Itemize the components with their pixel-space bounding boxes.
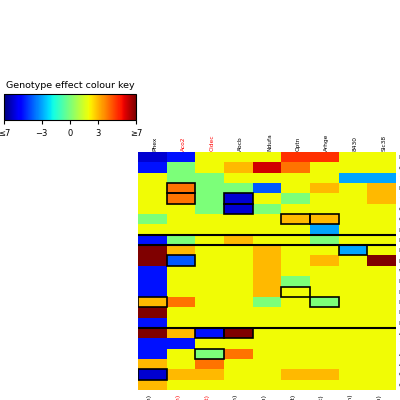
- Bar: [167, 193, 195, 204]
- Bar: [167, 183, 195, 193]
- Bar: [138, 369, 167, 380]
- Bar: [138, 297, 167, 307]
- Title: Genotype effect colour key: Genotype effect colour key: [6, 82, 134, 90]
- Bar: [224, 193, 253, 204]
- Bar: [224, 328, 253, 338]
- Bar: [167, 256, 195, 266]
- Bar: [281, 286, 310, 297]
- Bar: [281, 214, 310, 224]
- Bar: [195, 328, 224, 338]
- Bar: [195, 349, 224, 359]
- Bar: [310, 214, 339, 224]
- Bar: [310, 297, 339, 307]
- Bar: [339, 245, 367, 256]
- Bar: [224, 204, 253, 214]
